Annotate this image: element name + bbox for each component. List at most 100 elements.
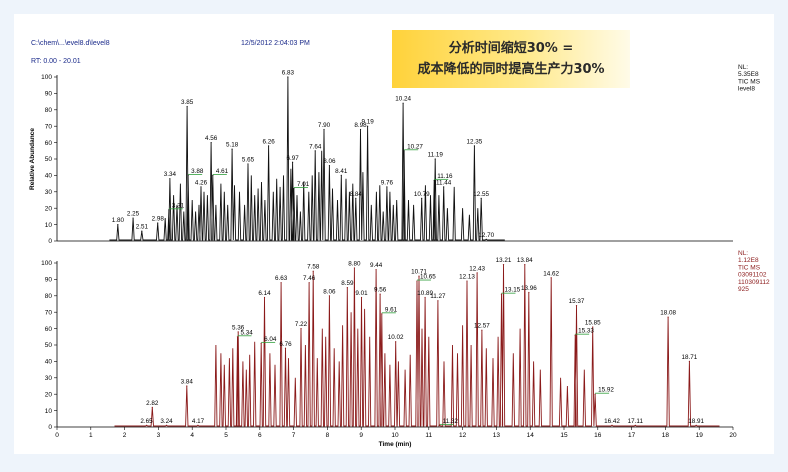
peak-marker: [308, 282, 310, 284]
peak-marker: [314, 150, 316, 152]
peak-label: 12.70: [478, 232, 494, 239]
peak-label: 6.04: [264, 336, 277, 343]
peak-label: 3.34: [164, 171, 177, 178]
peak-marker: [439, 424, 441, 426]
peak-marker: [433, 179, 435, 181]
trace-info-line: 03091102: [738, 272, 767, 279]
peak-label: 6.63: [275, 275, 288, 282]
y-tick-label: 70: [45, 123, 53, 130]
peak-marker: [476, 272, 478, 274]
peak-marker: [157, 222, 159, 224]
peak-marker: [168, 209, 170, 211]
y-tick-label: 0: [48, 238, 52, 245]
peak-label: 7.01: [297, 181, 310, 188]
acquisition-datetime: 12/5/2012 2:04:03 PM: [241, 40, 310, 47]
peak-marker: [293, 187, 295, 190]
rt-range: RT: 0.00 - 20.01: [31, 58, 81, 65]
peak-label: 11.44: [436, 179, 452, 186]
peak-label: 11.32: [443, 418, 459, 425]
peak-marker: [260, 342, 262, 344]
peak-marker: [485, 238, 487, 240]
peak-label: 8.06: [323, 158, 336, 165]
peak-label: 9.44: [370, 262, 383, 269]
peak-label: 8.59: [341, 280, 354, 287]
peak-label: 2.25: [127, 211, 140, 218]
peak-marker: [667, 316, 669, 318]
y-axis-label: Relative Abundance: [29, 128, 36, 190]
y-tick-label: 90: [45, 91, 53, 98]
x-tick-label: 7: [292, 432, 296, 439]
peak-label: 4.17: [192, 418, 205, 425]
y-tick-label: 50: [45, 156, 53, 163]
peak-label: 5.34: [240, 329, 253, 336]
peak-marker: [284, 347, 287, 349]
peak-marker: [375, 268, 377, 271]
peak-label: 15.92: [598, 387, 614, 394]
x-tick-label: 5: [224, 432, 228, 439]
peak-label: 15.37: [569, 298, 585, 305]
peak-marker: [367, 125, 369, 127]
peak-marker: [594, 393, 596, 395]
y-tick-label: 90: [45, 277, 53, 284]
peak-marker: [323, 128, 325, 131]
peak-label: 1.80: [112, 217, 125, 224]
peak-label: 10.89: [417, 290, 433, 297]
peak-label: 6.83: [282, 70, 295, 77]
trace-info-line: TIC MS: [738, 78, 761, 85]
peak-marker: [418, 275, 420, 277]
peak-label: 8.41: [335, 168, 348, 175]
peak-label: 8.98: [354, 122, 367, 129]
peak-label: 9.19: [361, 119, 374, 126]
y-tick-label: 20: [45, 391, 53, 398]
peak-marker: [473, 145, 476, 147]
top-trace-line: [109, 76, 505, 241]
x-tick-label: 2: [123, 432, 127, 439]
y-tick-label: 40: [45, 359, 53, 366]
y-tick-label: 70: [45, 309, 53, 316]
bottom-trace-line: [114, 264, 720, 427]
peak-label: 2.51: [136, 224, 149, 231]
peak-label: 10.24: [395, 96, 411, 103]
x-tick-label: 14: [527, 432, 535, 439]
peak-label: 3.31: [172, 202, 185, 209]
peak-label: 5.65: [242, 156, 255, 163]
peak-label: 18.08: [660, 310, 676, 317]
trace-info-line: 5.35E8: [738, 71, 759, 78]
peak-marker: [132, 217, 134, 219]
peak-label: 5.18: [226, 142, 239, 149]
peak-label: 3.24: [160, 418, 173, 425]
peak-label: 2.65: [140, 418, 153, 425]
peak-marker: [200, 186, 202, 188]
peak-marker: [466, 280, 468, 282]
x-tick-label: 17: [628, 432, 636, 439]
peak-label: 12.55: [473, 191, 489, 198]
peak-label: 18.91: [688, 418, 704, 425]
banner-line-1: 分析时间缩短30% =: [448, 41, 574, 56]
peak-marker: [424, 296, 426, 299]
peak-label: 10.27: [407, 143, 423, 150]
peak-label: 13.96: [521, 285, 537, 292]
peak-marker: [355, 197, 357, 199]
peak-marker: [353, 267, 356, 269]
peak-label: 7.64: [309, 143, 322, 150]
peak-label: 10.71: [411, 269, 427, 276]
peak-label: 2.98: [152, 215, 165, 222]
peak-marker: [359, 128, 362, 131]
peak-label: 3.88: [191, 168, 204, 175]
x-tick-label: 15: [560, 432, 568, 439]
peak-marker: [502, 264, 505, 266]
peak-marker: [524, 264, 526, 266]
peak-label: 7.46: [303, 275, 316, 282]
peak-marker: [187, 174, 189, 176]
x-tick-label: 13: [493, 432, 501, 439]
peak-marker: [688, 360, 690, 362]
peak-label: 6.76: [279, 341, 292, 348]
peak-label: 13.21: [496, 257, 512, 264]
peak-marker: [416, 280, 418, 282]
peak-label: 12.13: [459, 274, 475, 281]
peak-label: 13.15: [504, 287, 520, 294]
peak-marker: [267, 145, 270, 147]
peak-label: 7.90: [318, 122, 331, 129]
peak-marker: [386, 186, 388, 188]
